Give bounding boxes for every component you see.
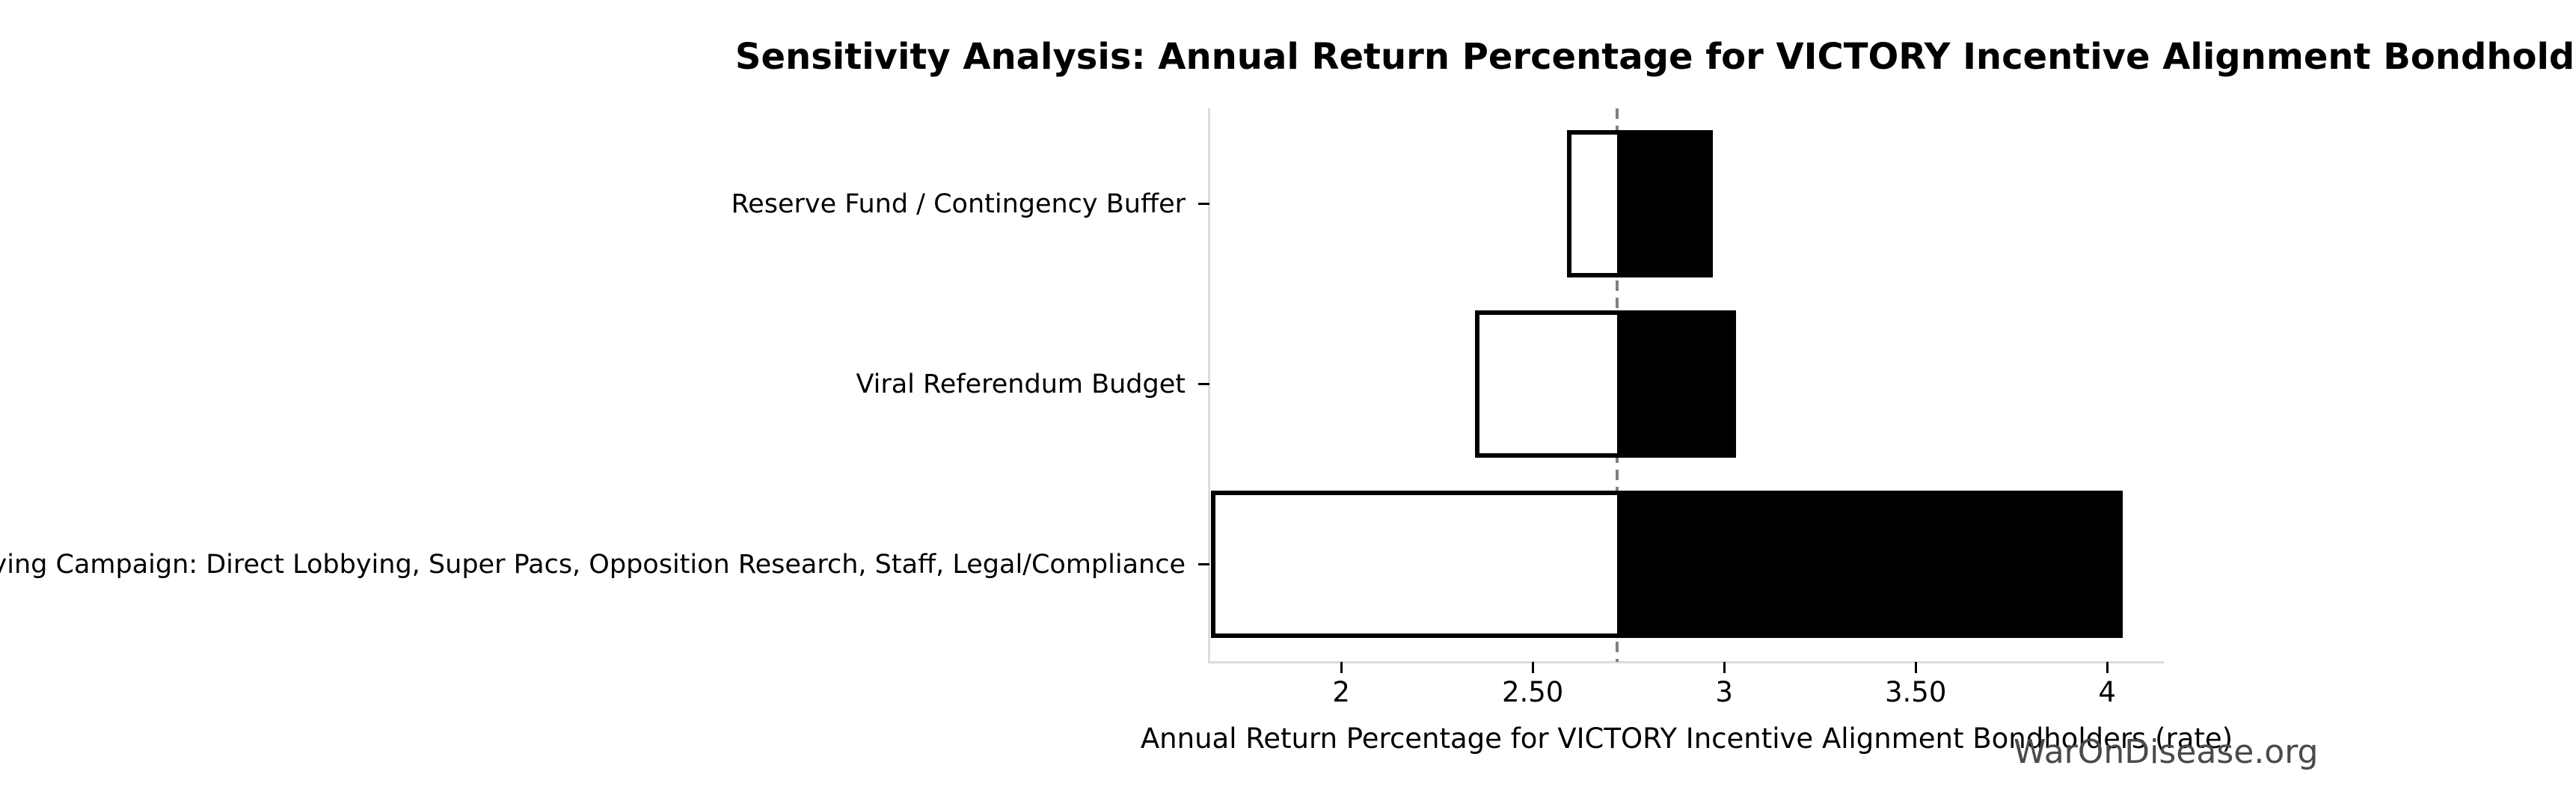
tornado-bar-row-1 xyxy=(1475,310,1736,458)
x-tick-mark-3 xyxy=(1914,662,1917,673)
x-tick-label-4: 4 xyxy=(2098,676,2116,708)
x-tick-label-0: 2 xyxy=(1332,676,1350,708)
x-tick-mark-4 xyxy=(2106,662,2109,673)
x-tick-label-3: 3.50 xyxy=(1884,676,1947,708)
y-tick-mark-2 xyxy=(1198,563,1209,565)
tornado-bar-row-0 xyxy=(1567,130,1713,277)
watermark-text: WarOnDisease.org xyxy=(2014,733,2319,771)
x-tick-mark-2 xyxy=(1723,662,1726,673)
bar-low-segment-1 xyxy=(1475,310,1617,458)
x-tick-mark-1 xyxy=(1531,662,1534,673)
x-tick-label-1: 2.50 xyxy=(1501,676,1564,708)
x-tick-mark-0 xyxy=(1340,662,1343,673)
chart-title: Sensitivity Analysis: Annual Return Perc… xyxy=(735,36,2576,78)
bar-low-segment-0 xyxy=(1567,130,1617,277)
y-tick-mark-1 xyxy=(1198,383,1209,385)
x-axis-label: Annual Return Percentage for VICTORY Inc… xyxy=(1140,722,2233,755)
tornado-bar-row-2 xyxy=(1211,491,2123,638)
y-tick-label-0: Reserve Fund / Contingency Buffer xyxy=(731,188,1186,219)
y-axis-spine xyxy=(1208,108,1210,662)
y-tick-mark-0 xyxy=(1198,203,1209,205)
x-tick-label-2: 3 xyxy=(1715,676,1733,708)
y-tick-label-1: Viral Referendum Budget xyxy=(856,369,1186,399)
bar-low-segment-2 xyxy=(1211,491,1617,638)
y-tick-label-2: Political Lobbying Campaign: Direct Lobb… xyxy=(0,549,1186,580)
plot-area: 2 2.50 3 3.50 4 xyxy=(1198,108,2164,708)
x-axis-spine xyxy=(1208,661,2164,663)
